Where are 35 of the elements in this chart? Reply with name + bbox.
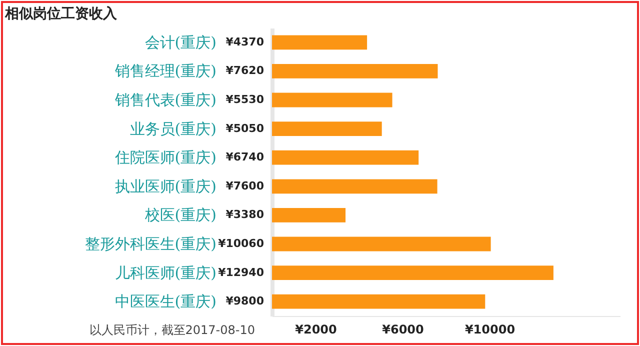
bar <box>272 122 382 136</box>
y-tick-label: 中医医生(重庆) <box>114 292 216 311</box>
x-tick-label: ¥6000 <box>382 322 424 336</box>
y-tick-label: 执业医师(重庆) <box>114 177 216 196</box>
bar <box>272 179 438 194</box>
x-tick-label: ¥2000 <box>295 322 337 336</box>
data-label: ¥5050 <box>226 122 264 135</box>
x-tick-label: ¥10000 <box>464 322 516 336</box>
data-label: ¥12940 <box>218 266 264 279</box>
y-tick-label: 会计(重庆) <box>144 33 216 52</box>
bar <box>272 92 392 108</box>
text: 相似岗位工资收入 <box>5 5 117 23</box>
y-tick-label: 住院医师(重庆) <box>114 148 216 167</box>
data-label: ¥7620 <box>226 64 264 78</box>
y-tick-label: 销售经理(重庆) <box>114 62 216 80</box>
y-tick-label: 销售代表(重庆) <box>114 91 216 109</box>
y-tick-label: 业务员(重庆) <box>130 120 216 138</box>
y-tick-label: 儿科医师(重庆) <box>114 264 216 282</box>
data-label: ¥7600 <box>226 179 264 192</box>
bar <box>272 266 554 280</box>
text: 以人民币计，截至2017-08-10 <box>88 322 255 339</box>
data-label: ¥4370 <box>226 35 264 48</box>
bar <box>272 35 368 50</box>
y-tick-label: 整形外科医生(重庆) <box>84 235 216 253</box>
bar <box>272 150 419 165</box>
bar <box>272 236 491 252</box>
bar <box>272 208 346 222</box>
bar <box>272 294 486 309</box>
data-label: ¥10060 <box>218 237 264 250</box>
data-label: ¥9800 <box>226 294 264 308</box>
y-tick-label: 校医(重庆) <box>144 206 216 224</box>
data-label: ¥5530 <box>226 93 264 106</box>
bar <box>272 64 438 78</box>
data-label: ¥3380 <box>226 208 264 222</box>
data-label: ¥6740 <box>226 150 264 164</box>
